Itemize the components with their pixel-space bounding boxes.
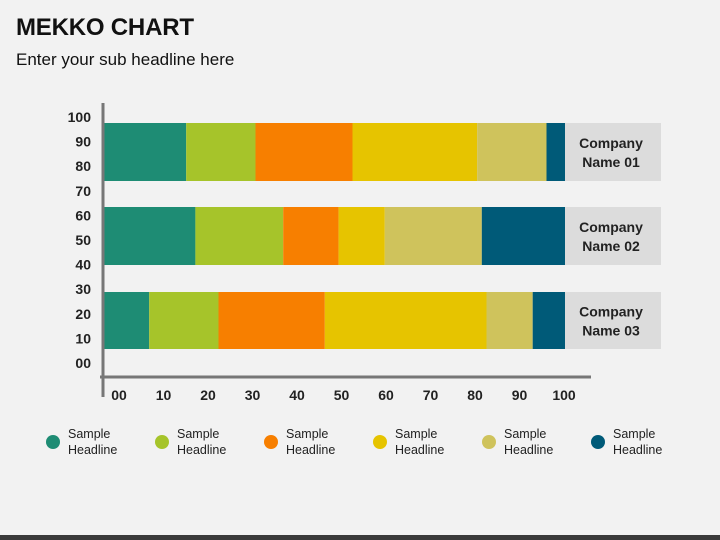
x-tick-label: 50 — [334, 387, 350, 403]
category-label: Company — [579, 219, 643, 235]
bar-segment — [338, 207, 385, 265]
bar-segment — [195, 207, 284, 265]
bar-segment — [103, 123, 187, 181]
y-tick-label: 70 — [75, 183, 91, 199]
x-tick-label: 00 — [111, 387, 127, 403]
bar-segment — [103, 207, 196, 265]
x-tick-label: 100 — [552, 387, 576, 403]
page-subtitle: Enter your sub headline here — [16, 50, 235, 69]
bar-segment — [324, 292, 487, 349]
legend-item: Sample Headline — [155, 427, 263, 467]
y-tick-label: 60 — [75, 207, 91, 223]
bar-segment — [384, 207, 482, 265]
category-label-box — [565, 123, 661, 181]
bar-segment — [149, 292, 219, 349]
y-tick-label: 50 — [75, 232, 91, 248]
x-tick-label: 20 — [200, 387, 216, 403]
x-tick-label: 60 — [378, 387, 394, 403]
legend-label: Sample Headline — [613, 427, 663, 457]
y-tick-label: 80 — [75, 158, 91, 174]
legend-item: Sample Headline — [482, 427, 590, 467]
legend-item: Sample Headline — [264, 427, 372, 467]
legend-item: Sample Headline — [591, 427, 699, 467]
legend-swatch — [591, 435, 605, 449]
legend-item: Sample Headline — [373, 427, 481, 467]
x-tick-label: 30 — [245, 387, 261, 403]
legend-swatch — [373, 435, 387, 449]
footer-bar — [0, 535, 720, 540]
legend-label: Sample Headline — [68, 427, 118, 457]
legend-label: Sample Headline — [177, 427, 227, 457]
y-tick-label: 100 — [68, 109, 92, 125]
y-tick-label: 10 — [75, 330, 91, 346]
category-label: Name 02 — [582, 238, 640, 254]
legend-swatch — [482, 435, 496, 449]
bar-segment — [481, 207, 579, 265]
page-title: MEKKO CHART — [16, 14, 194, 41]
legend-item: Sample Headline — [46, 427, 154, 467]
category-label: Company — [579, 135, 643, 151]
bar-segment — [283, 207, 339, 265]
legend-swatch — [155, 435, 169, 449]
bar-segment — [186, 123, 256, 181]
bar-segment — [103, 292, 150, 349]
legend-label: Sample Headline — [286, 427, 336, 457]
x-tick-label: 70 — [423, 387, 439, 403]
legend-swatch — [264, 435, 278, 449]
category-label: Name 03 — [582, 323, 640, 339]
bar-segment — [218, 292, 325, 349]
y-tick-label: 00 — [75, 355, 91, 371]
bar-segment — [477, 123, 547, 181]
x-tick-label: 10 — [156, 387, 172, 403]
x-tick-label: 80 — [467, 387, 483, 403]
bar-segment — [255, 123, 353, 181]
legend-label: Sample Headline — [395, 427, 445, 457]
chart-legend: Sample Headline Sample Headline Sample Hea… — [46, 427, 706, 467]
bar-segment — [486, 292, 533, 349]
mekko-chart: Company Name 01 Company Name 02 Company Name … — [68, 103, 661, 403]
category-label: Company — [579, 304, 643, 320]
y-tick-label: 90 — [75, 134, 91, 150]
y-tick-label: 20 — [75, 306, 91, 322]
legend-swatch — [46, 435, 60, 449]
bar-segment — [352, 123, 478, 181]
y-tick-label: 30 — [75, 281, 91, 297]
x-tick-label: 40 — [289, 387, 305, 403]
y-tick-label: 40 — [75, 257, 91, 273]
x-tick-label: 90 — [512, 387, 528, 403]
category-label-box — [565, 207, 661, 265]
legend-label: Sample Headline — [504, 427, 554, 457]
category-label-box — [565, 292, 661, 349]
category-label: Name 01 — [582, 154, 640, 170]
